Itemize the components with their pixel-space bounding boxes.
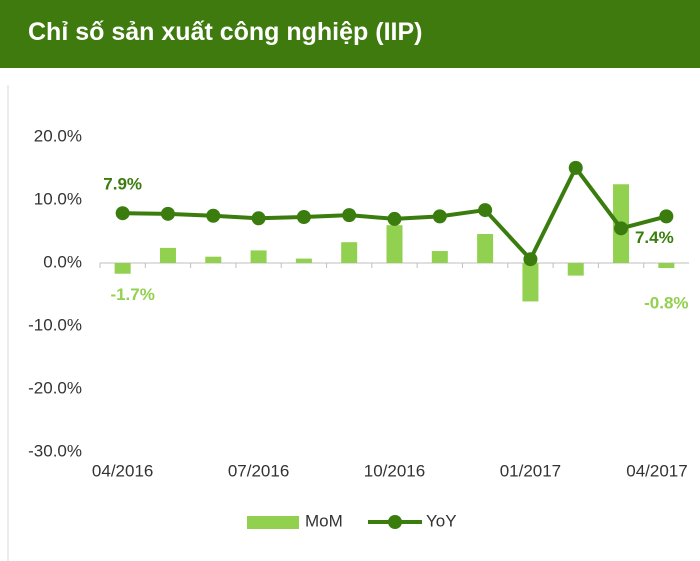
x-tick-label: 04/2016 [92,461,153,480]
marker [160,206,175,221]
x-tick-label: 10/2016 [364,461,425,480]
bar [114,263,131,274]
marker [523,252,538,267]
marker [206,208,221,223]
legend-swatch [388,515,402,529]
bar [250,250,267,263]
marker [251,211,266,226]
y-tick-label: 10.0% [34,189,82,208]
x-tick-label: 01/2017 [500,461,561,480]
x-tick-label: 04/2017 [626,461,687,480]
marker [432,209,447,224]
y-tick-label: -20.0% [28,378,82,397]
bar [386,225,403,263]
legend-swatch [247,516,299,529]
legend-label: MoM [305,511,343,530]
bar [431,251,448,263]
data-label: -1.7% [110,285,154,304]
x-tick-label: 07/2016 [228,461,289,480]
marker [342,208,357,223]
y-tick-label: -10.0% [28,315,82,334]
marker [478,203,493,218]
data-label: -0.8% [644,294,688,313]
bar [567,263,584,276]
bar [522,263,539,302]
marker [614,221,629,236]
y-tick-label: 20.0% [34,126,82,145]
bar [205,256,222,263]
bar [159,247,176,263]
legend-label: YoY [426,511,457,530]
marker [296,210,311,225]
bar [341,242,358,263]
marker [115,206,130,221]
marker [387,211,402,226]
data-label: 7.9% [103,175,142,194]
bar [658,263,675,269]
title: Chỉ số sản xuất công nghiệp (IIP) [28,18,423,46]
y-tick-label: 0.0% [43,252,82,271]
bar [295,258,312,263]
header: Chỉ số sản xuất công nghiệp (IIP) [0,0,700,68]
marker [659,209,674,224]
y-tick-label: -30.0% [28,441,82,460]
bar [477,234,494,263]
data-label: 7.4% [635,228,674,247]
marker [568,160,583,175]
